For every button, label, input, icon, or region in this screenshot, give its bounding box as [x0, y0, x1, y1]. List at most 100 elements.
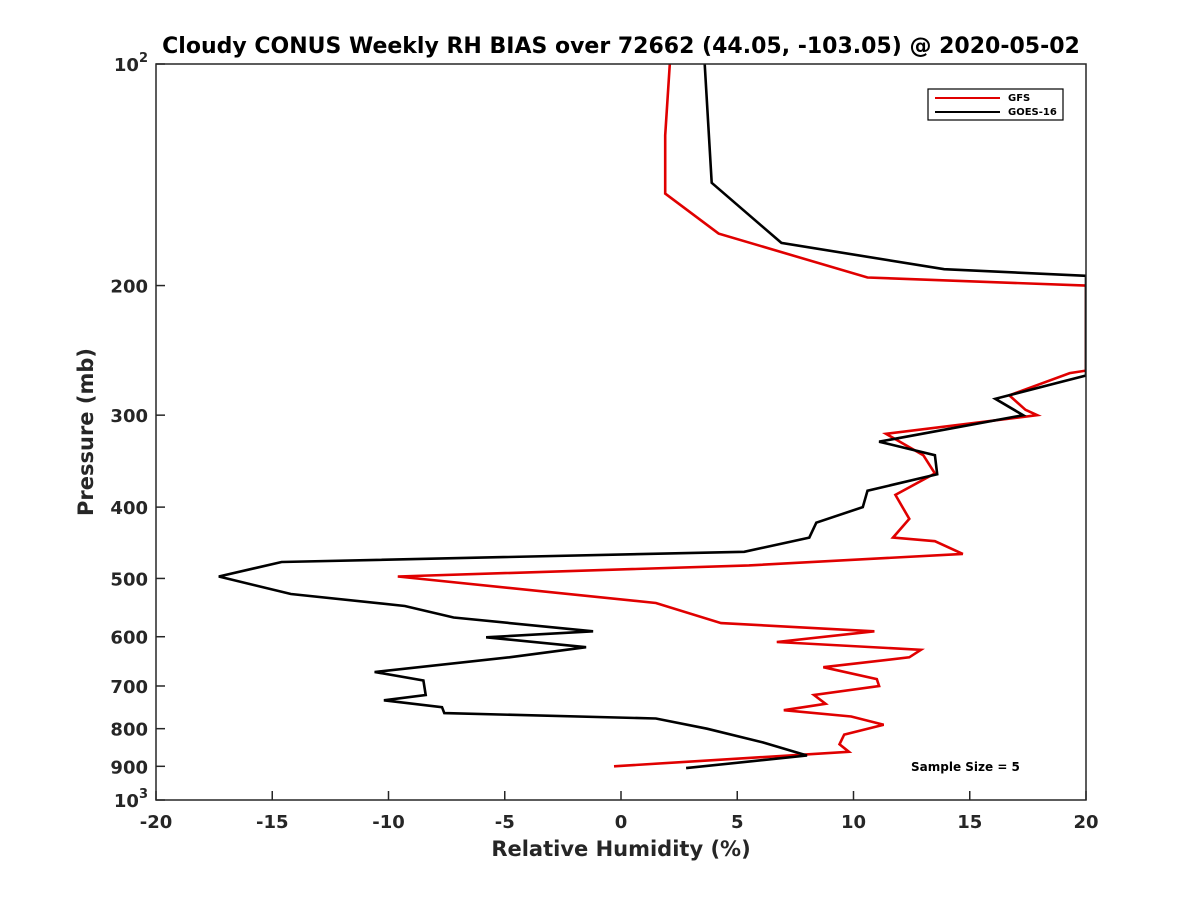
- series-point-gfs: [655, 602, 658, 605]
- series-point-gfs: [934, 540, 937, 543]
- series-point-gfs: [822, 666, 825, 669]
- series-point-gfs: [922, 454, 925, 457]
- series-point-goes-16: [936, 473, 939, 476]
- y-tick-label: 900: [110, 757, 148, 778]
- plot-background: [156, 64, 1086, 800]
- series-point-gfs: [813, 694, 816, 697]
- series-point-goes-16: [655, 717, 658, 720]
- plot-area: -20 -15 -10 -5 0 5 10 15 20 102 200 300 400 500 600 70…: [110, 51, 1098, 833]
- series-point-gfs: [876, 678, 879, 681]
- series-point-goes-16: [218, 575, 221, 578]
- y-tick-label: 500: [110, 569, 148, 590]
- series-point-goes-16: [1022, 414, 1025, 417]
- y-tick-label: 200: [110, 277, 148, 298]
- series-point-gfs: [892, 536, 895, 539]
- series-point-goes-16: [780, 242, 783, 245]
- series-point-gfs: [873, 630, 876, 633]
- series-point-goes-16: [424, 694, 427, 697]
- x-tick-label: 15: [957, 812, 982, 833]
- series-point-goes-16: [485, 636, 488, 639]
- series-point-gfs: [866, 276, 869, 279]
- x-tick-label: -15: [256, 812, 289, 833]
- series-point-gfs: [397, 575, 400, 578]
- series-point-gfs: [776, 641, 779, 644]
- x-tick-label: -20: [140, 812, 173, 833]
- series-point-goes-16: [452, 616, 455, 619]
- series-point-goes-16: [585, 646, 588, 649]
- y-tick-label: 103: [114, 787, 148, 812]
- legend-label-gfs: GFS: [1008, 93, 1030, 104]
- legend-box: [927, 88, 1064, 121]
- series-point-gfs: [824, 703, 827, 706]
- series-point-goes-16: [706, 727, 709, 730]
- legend-label-goes16: GOES-16: [1008, 107, 1057, 118]
- series-point-goes-16: [383, 699, 386, 702]
- series-line-gfs: [397, 64, 1086, 768]
- series-point-goes-16: [280, 561, 283, 564]
- series-point-goes-16: [866, 489, 869, 492]
- series-point-goes-16: [443, 712, 446, 715]
- series-point-gfs: [1024, 409, 1027, 412]
- series-point-gfs: [664, 134, 667, 137]
- series-point-goes-16: [878, 440, 881, 443]
- series-point-gfs: [962, 553, 965, 556]
- series-point-gfs: [908, 518, 911, 521]
- series-point-goes-16: [710, 182, 713, 185]
- x-axis-label: Relative Humidity (%): [491, 837, 750, 861]
- x-tick-label: 20: [1073, 812, 1098, 833]
- series-point-goes-16: [422, 679, 425, 682]
- series-point-goes-16: [592, 630, 595, 633]
- x-axis: -20 -15 -10 -5 0 5 10 15 20: [140, 791, 1099, 833]
- series-point-goes-16: [808, 536, 811, 539]
- y-tick-label: 700: [110, 677, 148, 698]
- series-point-goes-16: [743, 551, 746, 554]
- series-point-goes-16: [806, 754, 809, 757]
- y-tick-label: 800: [110, 720, 148, 741]
- y-axis-label: Pressure (mb): [74, 348, 98, 516]
- series-point-goes-16: [862, 506, 865, 509]
- series-point-goes-16: [934, 454, 937, 457]
- series-point-gfs: [848, 751, 851, 754]
- series-point-gfs: [664, 192, 667, 195]
- x-tick-label: -10: [372, 812, 405, 833]
- series-point-gfs: [717, 232, 720, 235]
- series-point-goes-16: [404, 605, 407, 608]
- series-point-goes-16: [685, 767, 688, 770]
- series-line-goes-16: [218, 64, 1086, 770]
- series-point-gfs: [878, 685, 881, 688]
- series-point-goes-16: [290, 593, 293, 596]
- series-point-gfs: [843, 733, 846, 736]
- x-tick-label: 10: [841, 812, 866, 833]
- series-point-gfs: [885, 433, 888, 436]
- y-tick-label: 600: [110, 628, 148, 649]
- series-point-goes-16: [994, 398, 997, 401]
- series-point-gfs: [894, 494, 897, 497]
- series-point-gfs: [838, 743, 841, 746]
- sample-size-annotation: Sample Size = 5: [911, 760, 1020, 774]
- series-point-gfs: [748, 564, 751, 567]
- series-point-gfs: [613, 765, 616, 768]
- x-tick-label: 5: [731, 812, 744, 833]
- y-tick-label: 102: [114, 51, 148, 76]
- series-layer: [218, 64, 1086, 770]
- y-tick-label: 300: [110, 406, 148, 427]
- series-point-gfs: [1036, 414, 1039, 417]
- series-point-gfs: [908, 656, 911, 659]
- series-point-gfs: [720, 622, 723, 625]
- series-point-gfs: [1068, 372, 1071, 375]
- series-point-gfs: [920, 649, 923, 652]
- series-point-goes-16: [943, 268, 946, 271]
- y-axis: 102 200 300 400 500 600 700 800 900 103: [110, 51, 165, 812]
- legend: GFS GOES-16: [927, 88, 1064, 121]
- series-point-goes-16: [373, 671, 376, 674]
- series-point-gfs: [850, 715, 853, 718]
- series-point-gfs: [783, 709, 786, 712]
- series-point-goes-16: [441, 706, 444, 709]
- series-point-goes-16: [508, 656, 511, 659]
- series-point-goes-16: [762, 741, 765, 744]
- series-point-goes-16: [815, 521, 818, 524]
- chart-title: Cloudy CONUS Weekly RH BIAS over 72662 (…: [162, 34, 1080, 59]
- y-tick-label: 400: [110, 498, 148, 519]
- series-point-gfs: [882, 723, 885, 726]
